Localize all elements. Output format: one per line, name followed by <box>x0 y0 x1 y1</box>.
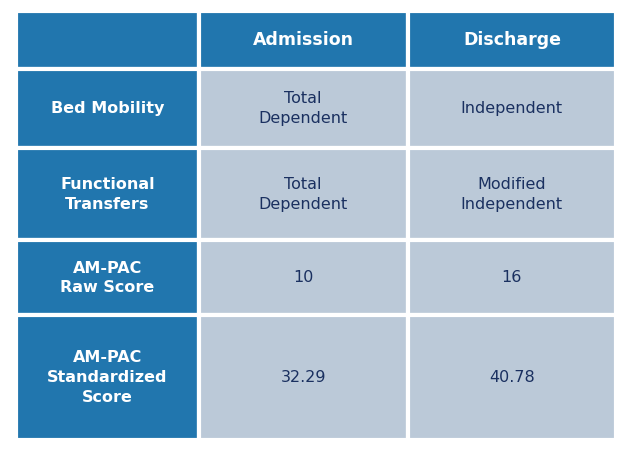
Text: 40.78: 40.78 <box>489 370 535 385</box>
Bar <box>16 240 199 316</box>
Text: AM-PAC
Raw Score: AM-PAC Raw Score <box>60 261 154 295</box>
Bar <box>408 148 616 240</box>
Text: Total
Dependent: Total Dependent <box>258 92 348 126</box>
Bar <box>199 69 408 148</box>
Text: Functional
Transfers: Functional Transfers <box>60 177 155 212</box>
Bar <box>408 11 616 69</box>
Bar <box>199 11 408 69</box>
Bar <box>199 148 408 240</box>
Text: Admission: Admission <box>253 31 354 49</box>
Bar <box>16 69 199 148</box>
Text: Independent: Independent <box>461 101 563 116</box>
Text: Discharge: Discharge <box>463 31 561 49</box>
Text: AM-PAC
Standardized
Score: AM-PAC Standardized Score <box>47 350 167 405</box>
Text: 10: 10 <box>293 271 313 285</box>
Bar <box>16 316 199 440</box>
Bar <box>408 69 616 148</box>
Bar <box>16 11 199 69</box>
Bar <box>16 148 199 240</box>
Bar <box>408 240 616 316</box>
Text: Bed Mobility: Bed Mobility <box>51 101 164 116</box>
Text: Modified
Independent: Modified Independent <box>461 177 563 212</box>
Bar <box>408 316 616 440</box>
Bar <box>199 316 408 440</box>
Text: 32.29: 32.29 <box>281 370 326 385</box>
Text: Total
Dependent: Total Dependent <box>258 177 348 212</box>
Bar <box>199 240 408 316</box>
Text: 16: 16 <box>502 271 522 285</box>
